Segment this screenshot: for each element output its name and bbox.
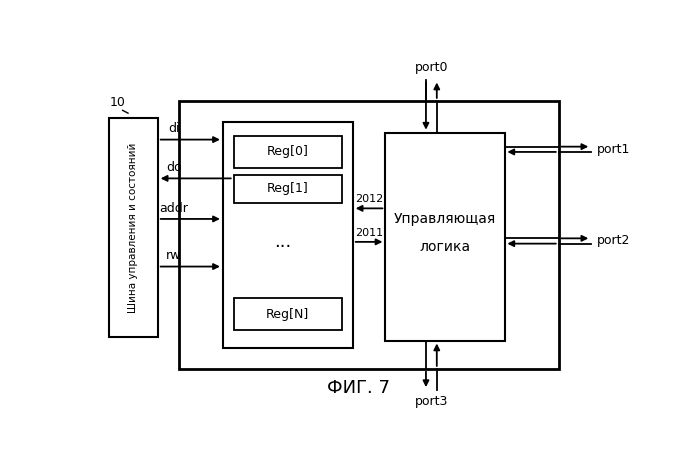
Text: do: do [166, 161, 182, 174]
Text: Reg[1]: Reg[1] [267, 182, 309, 196]
Bar [385, 132, 505, 341]
Text: Reg[0]: Reg[0] [267, 146, 309, 158]
Bar [180, 101, 559, 369]
Text: di: di [168, 122, 180, 136]
Text: 2012: 2012 [356, 194, 384, 204]
Bar [233, 136, 342, 168]
Text: rw: rw [166, 249, 182, 262]
Bar [109, 119, 158, 337]
Text: Reg[N]: Reg[N] [266, 308, 310, 321]
Text: 10: 10 [109, 96, 125, 109]
Text: port2: port2 [597, 234, 630, 247]
Bar [233, 298, 342, 330]
Text: port3: port3 [415, 395, 448, 408]
Text: port0: port0 [415, 61, 448, 74]
Text: addr: addr [159, 202, 189, 215]
Text: port1: port1 [597, 143, 630, 156]
Text: 2011: 2011 [356, 228, 384, 238]
Bar [223, 122, 353, 348]
Text: ...: ... [274, 233, 291, 251]
Text: Управляющая: Управляющая [394, 212, 496, 226]
Text: Шина управления и состояний: Шина управления и состояний [129, 142, 138, 313]
Text: ФИГ. 7: ФИГ. 7 [326, 379, 390, 397]
Bar [233, 175, 342, 203]
Text: логика: логика [419, 240, 470, 254]
